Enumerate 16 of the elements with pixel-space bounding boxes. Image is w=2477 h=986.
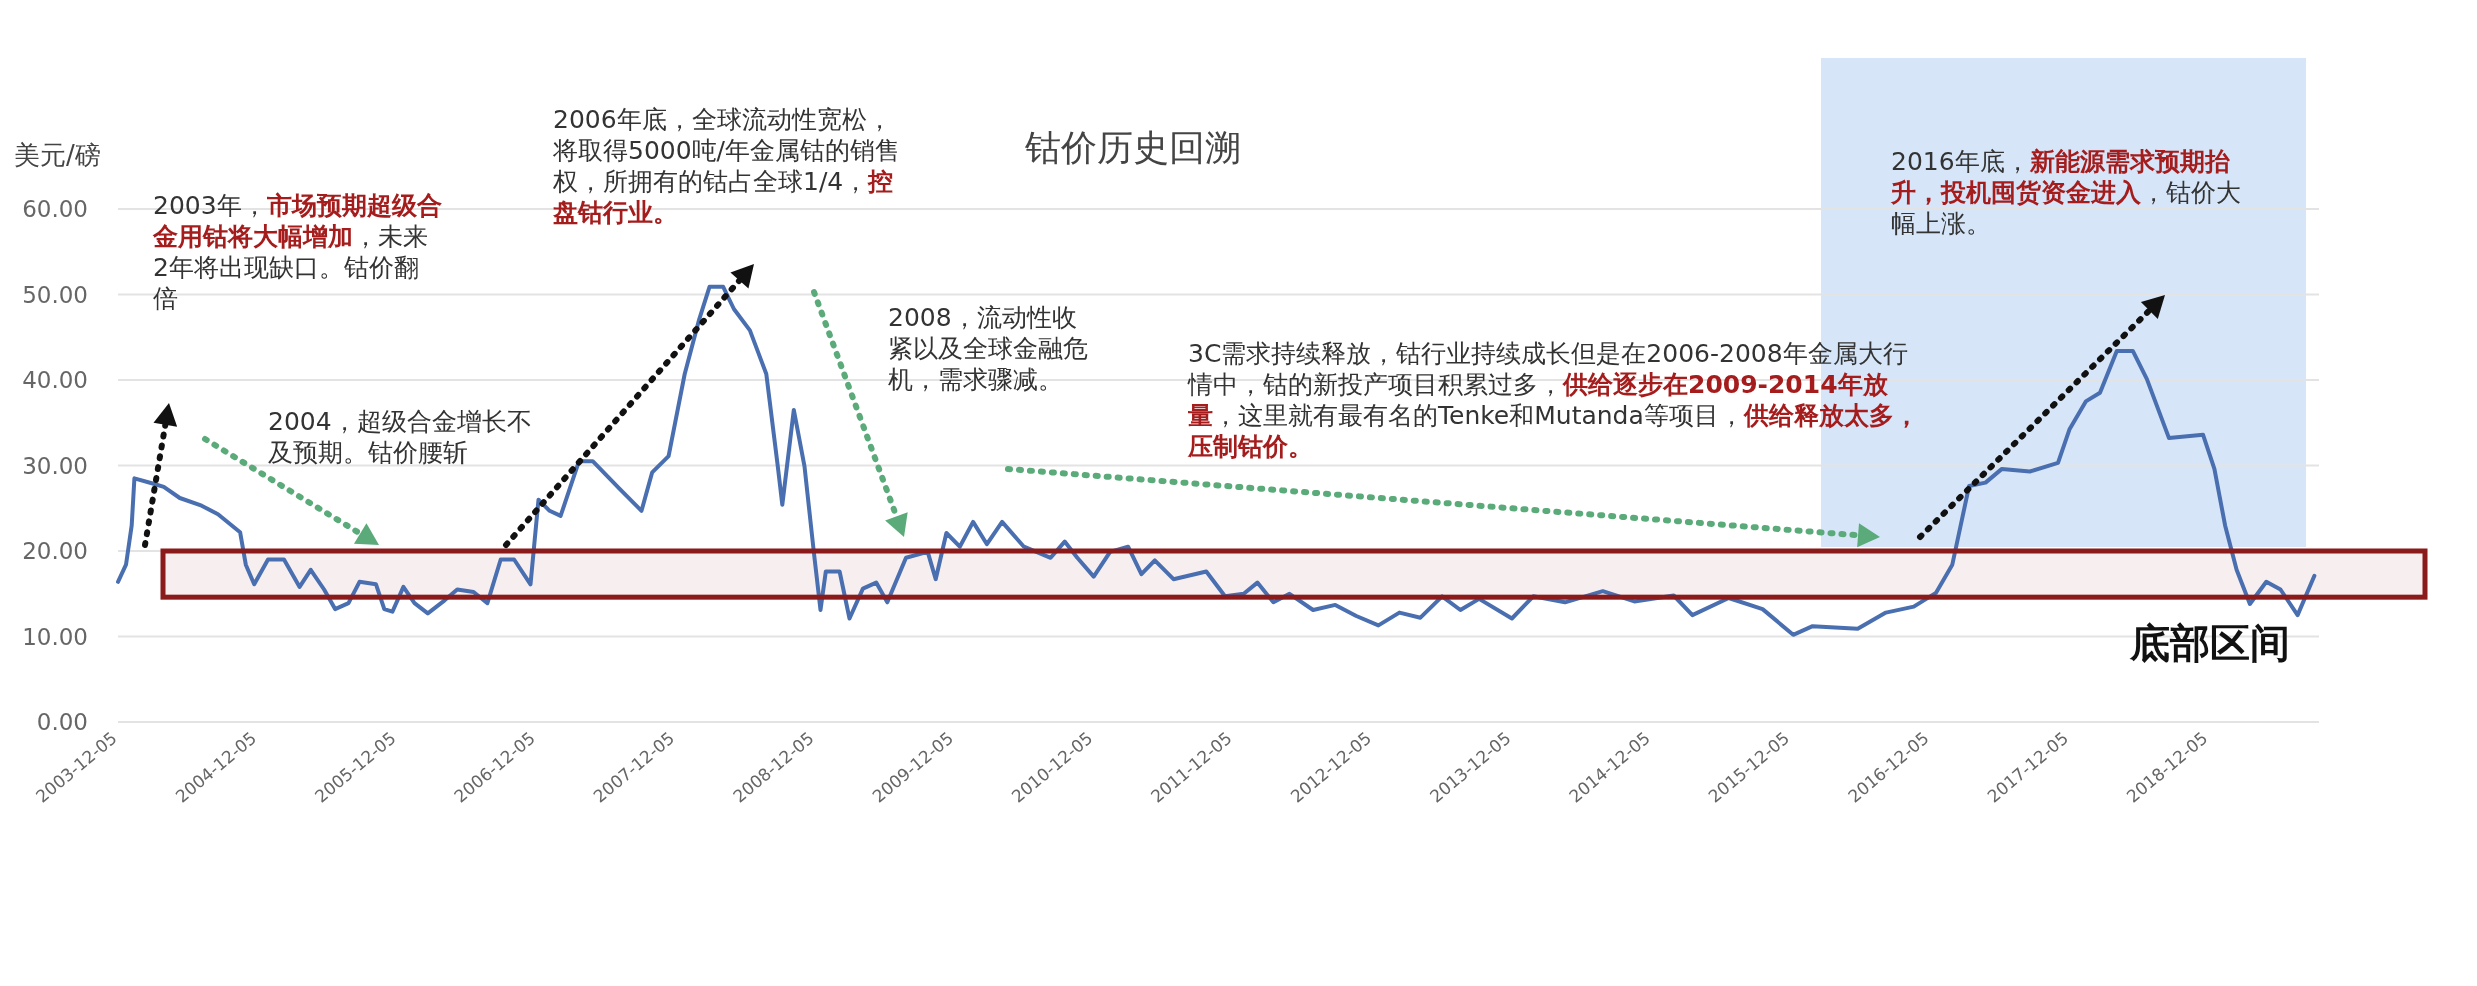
y-tick-label: 30.00 <box>22 452 88 479</box>
y-tick-label: 0.00 <box>36 709 88 735</box>
y-axis-title: 美元/磅 <box>14 140 101 171</box>
annotation: 2004，超级合金增长不及预期。钴价腰斩 <box>268 406 533 468</box>
text: 2006年底，全球流动性宽松，将取得5000吨/年金属钴的销售权，所拥有的钴占全球1/4，控盘钴行业。 <box>553 105 901 227</box>
annotation: 2003年，市场预期超级合金用钴将大幅增加，未来2年将出现缺口。钴价翻倍 <box>153 190 443 314</box>
y-tick-label: 10.00 <box>22 623 88 650</box>
y-tick-label: 40.00 <box>22 367 88 393</box>
y-tick-label: 50.00 <box>22 281 88 308</box>
text: 2016年底，新能源需求预期抬升，投机囤货资金进入，钴价大幅上涨。 <box>1891 147 2241 238</box>
band-label: 底部区间 <box>2130 619 2290 668</box>
y-tick-label: 20.00 <box>22 538 88 564</box>
annotation: 2008，流动性收紧以及全球金融危机，需求骤减。 <box>888 302 1088 395</box>
y-tick-label: 60.00 <box>22 196 88 222</box>
chart-title: 钴价历史回溯 <box>1025 126 1241 170</box>
text: 3C需求持续释放，钴行业持续成长但是在2006-2008年金属大行情中，钴的新投产项目积累过多，供给逐步在2009-2014年放量，这里就有最有名的Tenke和Mutanda等项目，供给释放太多，压制钴价。 <box>1188 339 1919 461</box>
